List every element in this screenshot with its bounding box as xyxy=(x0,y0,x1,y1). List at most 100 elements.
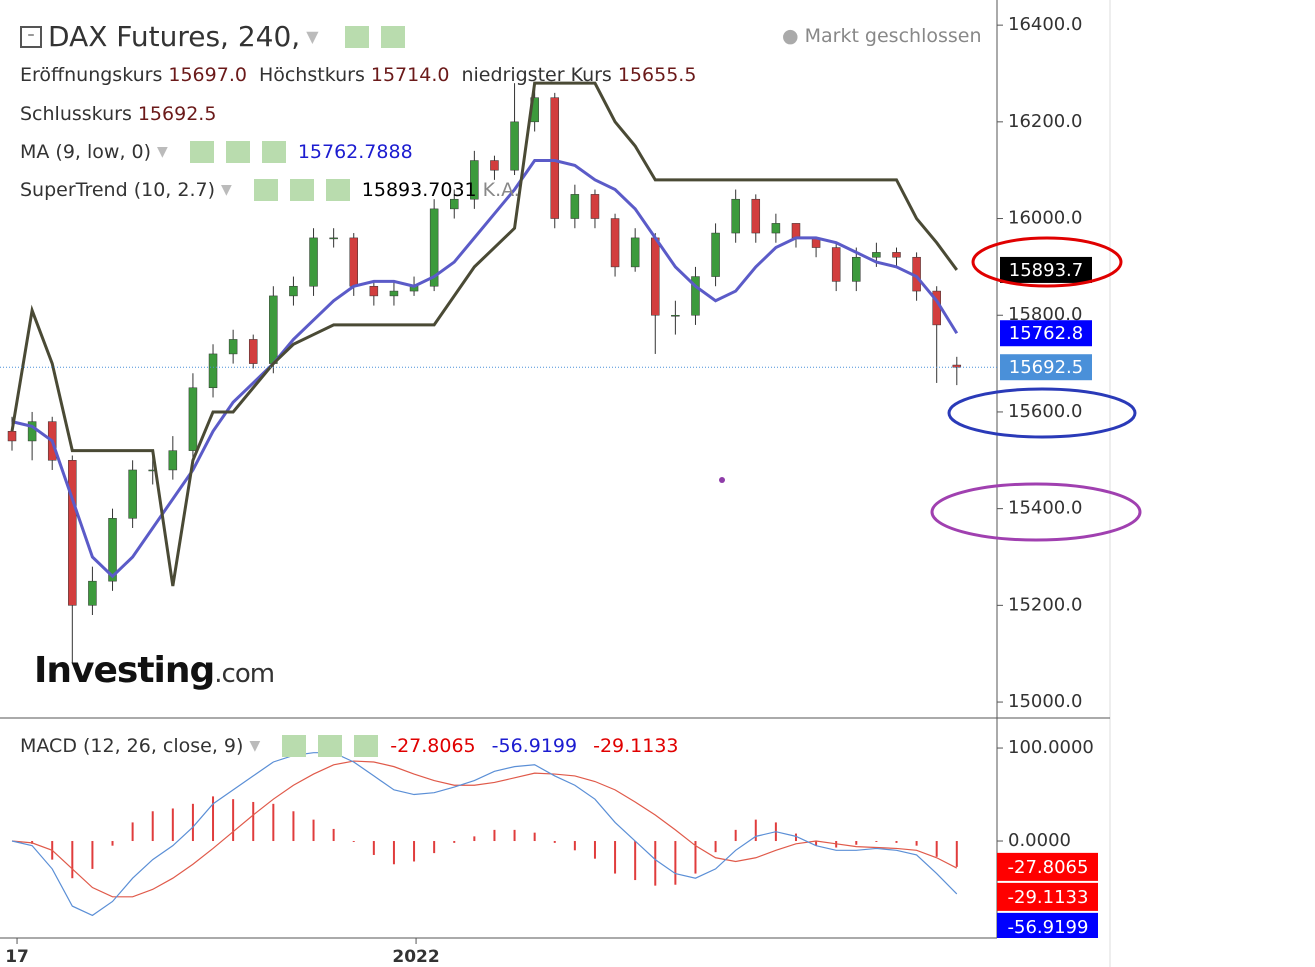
overlay-line xyxy=(11,159,959,579)
candle-body xyxy=(610,218,620,268)
ohlc-value: 15697.0 xyxy=(168,64,247,86)
dropdown[interactable]: ▼ xyxy=(306,27,319,46)
x-tick-label: 17 xyxy=(5,947,29,967)
annotation-ellipse xyxy=(971,236,1123,288)
value-tag xyxy=(997,912,1098,938)
eye-icon[interactable] xyxy=(253,179,278,201)
indicator-value: 15893.7031 xyxy=(361,179,477,201)
value-tag xyxy=(997,882,1098,911)
candle-body xyxy=(651,237,660,316)
candle-body xyxy=(429,208,439,287)
candle-body xyxy=(510,121,519,171)
indicator-extra: K.A. xyxy=(482,179,520,201)
ohlc-value: 15714.0 xyxy=(370,64,450,86)
macd-value: -27.8065 xyxy=(390,735,476,757)
candle-body xyxy=(68,460,77,606)
gear-icon[interactable] xyxy=(380,25,405,48)
annotation-ellipse xyxy=(930,482,1142,542)
candle-body xyxy=(872,252,881,258)
macd-panel xyxy=(11,752,958,917)
overlay-line xyxy=(10,81,959,587)
candle-body xyxy=(892,252,901,258)
signal-line xyxy=(11,760,958,898)
gear-icon[interactable] xyxy=(289,179,314,201)
candle-body xyxy=(550,97,560,219)
indicator-row: SuperTrend (10, 2.7) ▼ 15893.7031 K.A. xyxy=(20,179,520,201)
value-tag-label: -56.9199 xyxy=(1008,917,1089,938)
ohlc-value: 15655.5 xyxy=(617,64,697,86)
collapse-button[interactable]: – xyxy=(20,25,42,48)
ohlc-row: Schlusskurs 15692.5 xyxy=(20,103,222,125)
y-tick-label: 15600.0 xyxy=(1008,401,1082,422)
x-tick-label: 2022 xyxy=(392,947,439,967)
indicator-row: MA (9, low, 0) ▼ 15762.7888 xyxy=(20,141,413,163)
macd-tags: -27.8065 -29.1133 -56.9199 xyxy=(997,852,1098,938)
candle-body xyxy=(470,160,479,200)
gear-icon[interactable] xyxy=(318,735,343,757)
gear-icon[interactable] xyxy=(225,141,250,163)
candle-body xyxy=(289,285,298,297)
candle-body xyxy=(691,276,700,316)
ohlc-label: Höchstkurs xyxy=(258,64,365,86)
price-panel xyxy=(0,81,997,664)
marker-dot xyxy=(719,477,725,483)
indicator-label: MACD (12, 26, close, 9) xyxy=(20,735,244,757)
price-tag-label: 15762.8 xyxy=(1009,323,1083,344)
logo-suffix: .com xyxy=(214,659,275,689)
ohlc-value: 15692.5 xyxy=(137,103,217,125)
candle-body xyxy=(852,256,861,282)
candle-body xyxy=(671,314,680,317)
close-icon[interactable] xyxy=(325,179,350,201)
candle-body xyxy=(269,295,278,364)
candle-body xyxy=(7,431,17,442)
indicator-value: 15762.7888 xyxy=(297,141,413,163)
value-tag xyxy=(997,852,1098,881)
candle-body xyxy=(128,469,137,519)
candle-body xyxy=(27,421,37,442)
y-tick-label: 16200.0 xyxy=(1008,111,1082,132)
y-tick-label: 16000.0 xyxy=(1008,208,1082,229)
value-tag-label: -27.8065 xyxy=(1008,857,1089,878)
close-icon[interactable] xyxy=(261,141,286,163)
candle-body xyxy=(248,339,258,364)
close-icon[interactable] xyxy=(354,735,379,757)
logo-brand: Investing xyxy=(34,650,215,691)
y-tick-label: 0.0000 xyxy=(1008,830,1071,851)
candle-body xyxy=(490,160,499,171)
ohlc-label: niedrigster Kurs xyxy=(461,64,612,86)
price-tag xyxy=(1000,354,1092,381)
price-tag-label: 15692.5 xyxy=(1009,357,1083,378)
candle-body xyxy=(108,518,117,582)
candle-body xyxy=(751,198,761,234)
value-tag-label: -29.1133 xyxy=(1008,887,1089,908)
candle-body xyxy=(590,194,600,219)
chart-title: DAX Futures, 240, xyxy=(48,20,301,53)
candle-body xyxy=(228,339,238,355)
candle-body xyxy=(791,223,801,239)
title-row: – DAX Futures, 240, ▼ xyxy=(20,20,411,53)
price-tag xyxy=(1000,320,1092,347)
candle-body xyxy=(329,237,338,240)
ohlc-row: Eröffnungskurs 15697.0 Höchstkurs 15714.0 … xyxy=(20,64,702,86)
macd-row: MACD (12, 26, close, 9) ▼ -27.8065 -56.9… xyxy=(20,735,679,757)
macd-value: -56.9199 xyxy=(491,735,578,757)
eye-icon[interactable] xyxy=(282,735,307,757)
candle-body xyxy=(369,285,379,297)
logo: Investing.com xyxy=(34,650,275,691)
y-tick-label: 100.0000 xyxy=(1008,737,1094,758)
macd-line xyxy=(11,752,958,917)
eye-icon[interactable] xyxy=(189,141,214,163)
axes: 15000.0 15200.0 15400.0 15600.0 15800.0 16000… xyxy=(5,14,1094,967)
annotation-ellipse xyxy=(947,387,1137,439)
candle-body xyxy=(570,194,580,219)
candle-body xyxy=(309,237,318,287)
indicator-label: SuperTrend (10, 2.7) xyxy=(20,179,216,201)
status: ● Markt geschlossen xyxy=(782,25,982,47)
candle-body xyxy=(208,353,218,389)
macd-value: -29.1133 xyxy=(593,735,679,757)
eye-icon[interactable] xyxy=(344,25,369,48)
y-tick-label: 16400.0 xyxy=(1008,14,1082,35)
candle-body xyxy=(188,387,198,451)
candle-body xyxy=(88,580,97,606)
candle-body xyxy=(731,198,740,234)
